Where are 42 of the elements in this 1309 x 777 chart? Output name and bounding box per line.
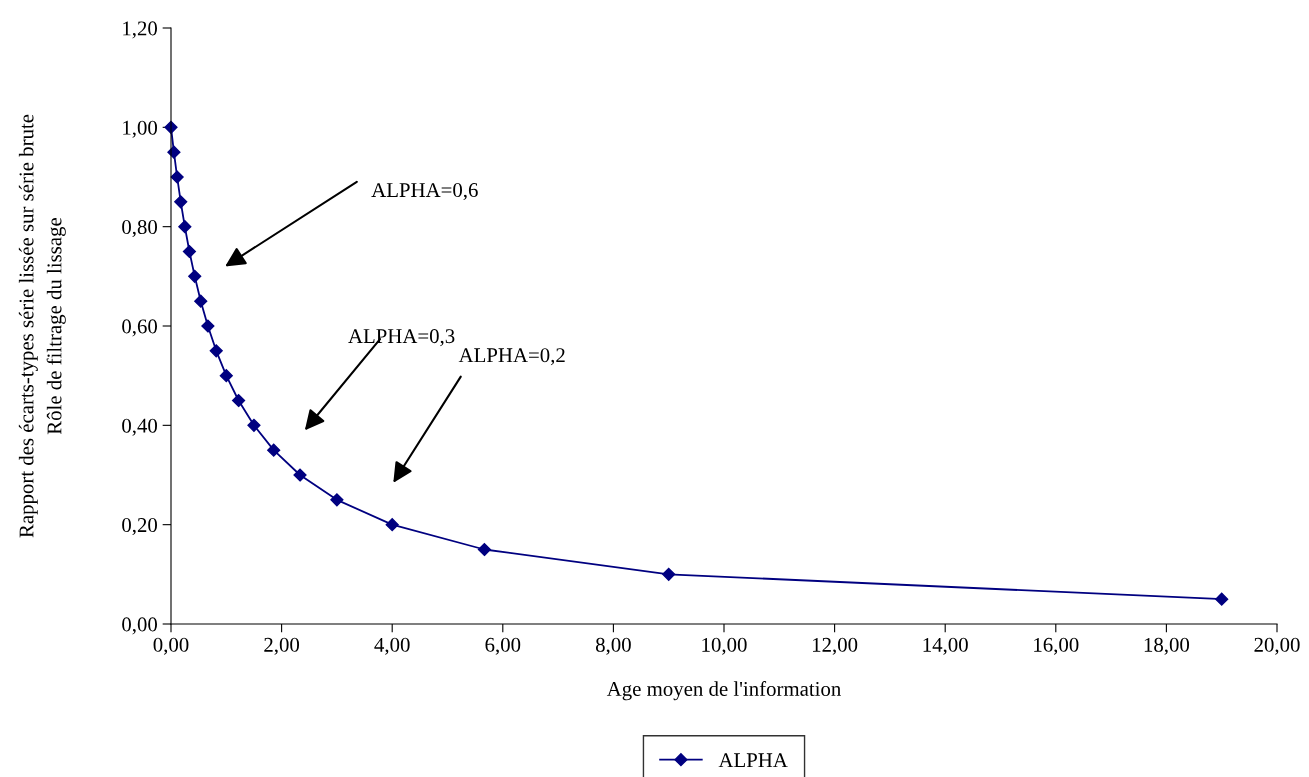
y-tick-label: 1,00 — [123, 120, 158, 138]
y-axis-title: Rapport des écarts-types série lissée sur série brute Rôle de filtrage du lissage — [18, 114, 66, 538]
point — [477, 542, 491, 557]
x-tick-label: 10,00 — [702, 637, 747, 655]
point — [174, 195, 188, 209]
y-tick-label: 0,60 — [122, 319, 158, 337]
y-tick-label: 0,00 — [122, 617, 158, 635]
annotation: ALPHA=0,2 — [458, 348, 565, 366]
point — [385, 518, 399, 532]
point — [201, 319, 215, 333]
annotation: ALPHA=0,3 — [348, 329, 455, 347]
y-tick-label: 0,40 — [122, 418, 158, 436]
point — [293, 468, 307, 482]
point — [209, 344, 223, 358]
y-tick-label: 1,20 — [123, 21, 158, 39]
point — [182, 244, 197, 259]
point — [662, 567, 676, 581]
point — [219, 369, 233, 383]
x-tick-label: 16,00 — [1034, 637, 1079, 655]
point — [231, 393, 246, 408]
x-tick-label: 6,00 — [485, 637, 521, 655]
point — [1215, 592, 1229, 606]
x-tick-label: 8,00 — [595, 637, 631, 655]
annotation: ALPHA=0,6 — [371, 183, 478, 201]
point — [178, 220, 192, 234]
point — [188, 269, 202, 283]
x-tick-label: 2,00 — [264, 637, 300, 655]
x-axis-title: Age moyen de l'information — [606, 681, 841, 701]
point — [247, 418, 261, 432]
point — [330, 493, 344, 507]
x-tick-label: 20,00 — [1254, 637, 1300, 655]
x-tick-label: 0,00 — [153, 637, 189, 655]
x-tick-label: 14,00 — [923, 637, 968, 655]
x-tick-label: 18,00 — [1144, 637, 1190, 655]
x-tick-label: 4,00 — [374, 637, 410, 655]
point — [267, 443, 281, 457]
y-tick-label: 0,20 — [122, 518, 158, 536]
legend-label: ALPHA — [718, 753, 788, 767]
y-tick-label: 0,80 — [122, 220, 158, 238]
x-tick-label: 12,00 — [813, 637, 858, 655]
point — [170, 170, 184, 184]
point — [194, 294, 208, 308]
